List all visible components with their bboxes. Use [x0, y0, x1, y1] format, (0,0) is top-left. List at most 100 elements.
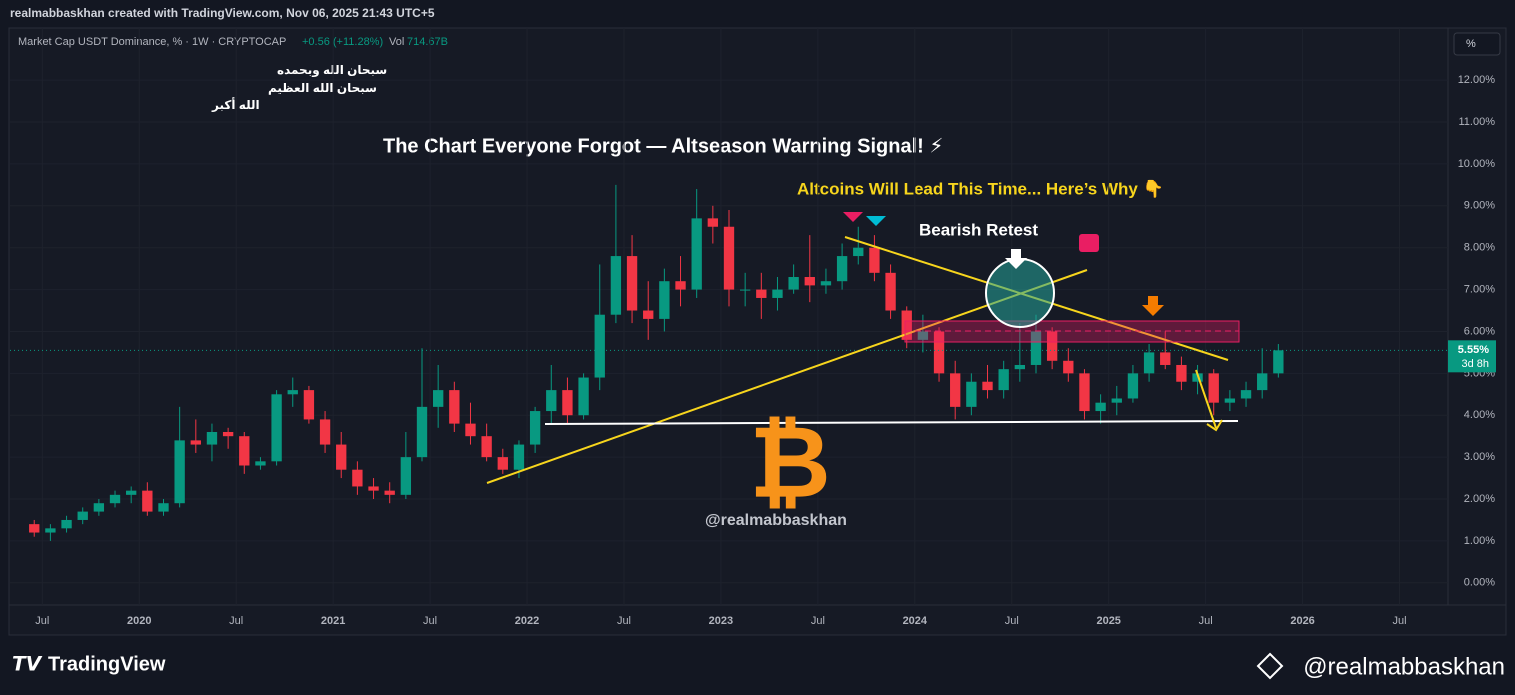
brand-logo: 𝙏𝙑 [12, 653, 43, 675]
x-tick-label: Jul [229, 615, 243, 627]
candle-body [869, 247, 880, 273]
candle-body [29, 524, 40, 533]
y-tick-label: 1.00% [1464, 535, 1495, 547]
symbol: Market Cap USDT Dominance, % · 1W · CRYP… [18, 36, 286, 48]
arrow-icon [1005, 249, 1027, 269]
candle-body [368, 486, 379, 491]
support-line [544, 420, 1239, 425]
candle-body [1160, 352, 1171, 365]
price-tag-label: 5.55% [1458, 344, 1489, 356]
candle-body [1257, 373, 1268, 391]
candle-body [853, 247, 864, 257]
retest-circle [985, 258, 1055, 328]
x-tick-label: 2022 [515, 615, 539, 627]
candle-body [950, 373, 961, 407]
candle-body [788, 277, 799, 290]
candle-body [222, 431, 234, 437]
header: realmabbaskhan created with TradingView.… [10, 6, 435, 20]
change: +0.56 (+11.28%) [302, 36, 383, 48]
candle-body [287, 390, 298, 395]
candle-body [1176, 364, 1187, 382]
annotation: Bearish Retest [919, 220, 1038, 239]
candle-body [610, 256, 622, 315]
y-tick-label: 11.00% [1459, 116, 1496, 128]
candle-body [77, 511, 88, 520]
scale-button[interactable] [1453, 32, 1501, 56]
candle-body [1014, 364, 1026, 370]
candle-body [643, 310, 654, 319]
y-tick-label: 3.00% [1464, 451, 1495, 463]
candle-body [206, 431, 218, 445]
trendline [486, 269, 1088, 484]
y-tick-label: 7.00% [1464, 283, 1495, 295]
candle-body [933, 331, 945, 374]
candle-body [497, 457, 508, 470]
candle-body [739, 289, 751, 291]
candle-body [416, 406, 428, 458]
candle-body [400, 457, 412, 495]
candle-body [449, 390, 460, 424]
candle-body [1079, 373, 1090, 412]
x-tick-label: 2026 [1290, 615, 1314, 627]
candle-body [352, 469, 363, 487]
marker-icon [843, 212, 863, 222]
candle-body [142, 490, 153, 512]
note: الله أكبر [211, 97, 260, 112]
candle-body [158, 503, 169, 512]
candle-body [126, 490, 137, 495]
candle-body [190, 440, 201, 445]
candle-body [336, 444, 347, 470]
candle-body [45, 528, 56, 533]
watermark-icon [1256, 652, 1284, 680]
candle-body [1224, 398, 1236, 403]
candle-body [319, 419, 331, 445]
candle-body [481, 436, 492, 458]
candle-body [529, 411, 541, 445]
candle-body [675, 281, 686, 290]
candle-body [93, 503, 105, 512]
x-tick-label: Jul [811, 615, 825, 627]
candle-body [820, 281, 832, 286]
y-tick-label: 0.00% [1464, 577, 1495, 589]
candle-body [836, 256, 848, 282]
candle-body [966, 381, 977, 407]
candle-body [723, 226, 735, 290]
candle-body [1095, 402, 1106, 412]
alarm-icon [1079, 234, 1099, 252]
candle-body [1273, 350, 1284, 374]
candle-body [772, 289, 783, 298]
candle-body [626, 256, 638, 311]
candle-body [432, 390, 444, 407]
scale-button-label[interactable]: % [1466, 38, 1476, 50]
candle-body [562, 390, 573, 416]
candle-body [982, 381, 993, 391]
brand: TradingView [48, 653, 166, 675]
candle-body [1127, 373, 1139, 399]
candle-body [1030, 331, 1042, 365]
y-tick-label: 9.00% [1464, 200, 1495, 212]
candle-body [174, 440, 185, 504]
x-tick-label: Jul [35, 615, 49, 627]
volume-label: Vol [389, 36, 404, 48]
bitcoin-logo: ₿ [749, 406, 831, 518]
y-tick-label: 6.00% [1464, 325, 1495, 337]
candle-body [303, 390, 315, 420]
candle-body [1046, 331, 1058, 361]
arrow-icon [1142, 296, 1164, 316]
down-arrow [1195, 369, 1223, 432]
candle-body [901, 310, 912, 340]
candle-body [465, 423, 476, 437]
note: سبحان الله العظيم [268, 81, 377, 95]
candle-body [917, 331, 929, 340]
candle-body [756, 289, 767, 298]
countdown: 3d 8h [1461, 358, 1489, 370]
watermark: @realmabbaskhan [1303, 653, 1505, 680]
candle-body [885, 272, 896, 311]
candle-body [998, 369, 1009, 391]
note: سبحان الله وبحمده [277, 63, 387, 78]
handle: @realmabbaskhan [705, 512, 847, 529]
x-tick-label: 2021 [321, 615, 345, 627]
x-tick-label: Jul [1005, 615, 1019, 627]
candle-body [1240, 390, 1252, 399]
